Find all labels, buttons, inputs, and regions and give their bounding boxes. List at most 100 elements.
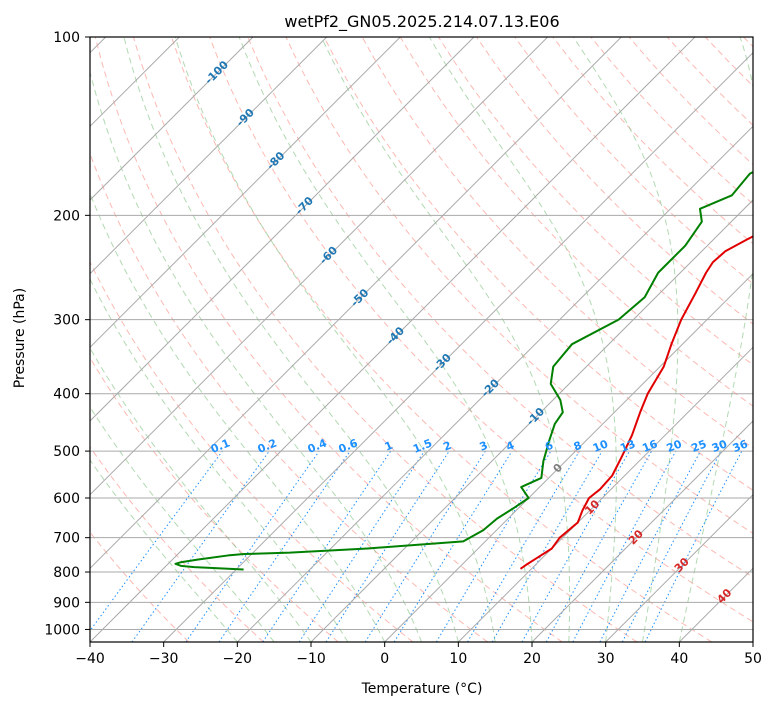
moist-adiabat-line: [320, 37, 571, 642]
mixing-ratio-label: 25: [689, 437, 708, 455]
moist-adiabat-line: [90, 70, 422, 642]
dry-adiabat-line: [743, 37, 753, 48]
x-tick-label: −30: [149, 651, 179, 667]
isotherm-line: [457, 346, 753, 642]
x-tick-label: 10: [449, 651, 467, 667]
x-tick-label: 50: [744, 651, 762, 667]
moist-adiabat-line: [90, 192, 386, 642]
mixing-ratio-labels: 0.1 0.2 0.4 0.6 1 1.5 2 3 4 6 8 10 13 16 20 25 30 36: [209, 436, 750, 455]
moist-adiabat-line: [174, 37, 496, 642]
plot-frame: [89, 36, 754, 643]
y-tick-label: 400: [53, 387, 80, 403]
x-tick-label: −20: [223, 651, 253, 667]
mixing-ratio-line: [599, 450, 701, 642]
mixing-ratio-label: 0.6: [337, 436, 360, 455]
dry-adiabat-line: [171, 37, 713, 642]
mixing-ratio-line: [325, 450, 450, 642]
dry-adiabat-line: [666, 37, 753, 126]
mixing-ratio-line: [435, 450, 552, 642]
mixing-ratio-label: 1: [383, 439, 395, 454]
mixing-ratio-label: 30: [710, 437, 729, 455]
isotherm-line: [310, 199, 753, 642]
moist-adiabat-line: [238, 37, 533, 642]
dry-adiabat-line: [552, 37, 753, 245]
temperature-profile-line: [519, 235, 753, 570]
y-tick-label: 100: [53, 30, 80, 46]
mixing-ratio-label: 10: [591, 437, 610, 455]
y-axis-ticks: 100 200 300 400 500 600 700 800 900 1000: [44, 30, 90, 638]
isotherm-line: [678, 567, 753, 642]
moist-adiabat-line: [678, 37, 753, 642]
mixing-ratio-line: [521, 450, 630, 642]
dry-adiabat-line: [438, 37, 753, 366]
y-tick-label: 200: [53, 208, 80, 224]
isotherm-line: [90, 37, 401, 349]
dry-adiabat-line: [514, 37, 753, 285]
dry-adiabat-line: [90, 356, 339, 642]
dry-adiabat-line: [90, 152, 488, 642]
y-axis-label: Pressure (hPa): [12, 288, 28, 388]
mixing-ratio-line: [644, 450, 743, 642]
moist-adiabat-line: [90, 278, 349, 642]
isotherm-line: [605, 493, 753, 642]
isotherm-line: [752, 641, 753, 642]
mixing-ratio-label: 0.4: [306, 436, 329, 455]
moist-adiabat-line: [123, 37, 459, 642]
y-tick-label: 600: [53, 491, 80, 507]
chart-title: wetPf2_GN05.2025.214.07.13.E06: [284, 12, 559, 32]
isotherm-line: [90, 37, 696, 642]
mixing-ratio-line: [90, 450, 223, 632]
dry-adiabat-line: [209, 37, 753, 623]
mixing-ratio-line: [218, 450, 351, 642]
mixing-ratio-label: 36: [731, 437, 750, 455]
isotherm-line: [163, 51, 753, 642]
mixing-ratio-label: 8: [572, 439, 584, 454]
mixing-ratio-line: [185, 450, 320, 642]
mixing-ratio-label: 0.1: [209, 437, 232, 456]
x-axis-label: Temperature (°C): [361, 681, 483, 697]
dry-adiabat-line: [590, 37, 753, 205]
dry-adiabat-line: [704, 37, 753, 87]
dewpoint-profile-line: [174, 171, 753, 571]
mixing-ratio-line: [298, 450, 425, 642]
x-tick-label: 20: [523, 651, 541, 667]
background-lines: [90, 37, 753, 642]
dry-adiabat-line: [90, 531, 190, 642]
isotherm-line: [90, 37, 549, 496]
x-tick-label: 40: [670, 651, 688, 667]
x-tick-label: 0: [380, 651, 389, 667]
y-tick-label: 500: [53, 444, 80, 460]
moist-adiabat-line: [428, 37, 617, 642]
isotherm-line: [531, 420, 753, 642]
dry-adiabat-line: [285, 37, 753, 535]
pressure-gridlines: [90, 37, 753, 630]
y-tick-label: 800: [53, 565, 80, 581]
moist-adiabat-line: [90, 347, 312, 642]
mixing-ratio-label: 2: [441, 439, 453, 454]
moist-adiabat-line: [90, 459, 238, 642]
profile-series: [174, 171, 753, 571]
dry-adiabat-line: [323, 37, 753, 491]
y-tick-label: 900: [53, 595, 80, 611]
dry-adiabat-line: [94, 37, 563, 642]
isotherm-line: [236, 125, 753, 642]
mixing-ratio-label: 20: [665, 437, 684, 455]
dry-adiabat-line: [90, 446, 264, 642]
isotherm-line: [384, 272, 753, 642]
mixing-ratio-label: 3: [478, 439, 490, 454]
dry-adiabat-line: [247, 37, 753, 578]
y-tick-label: 1000: [44, 622, 80, 638]
dry-adiabat-line: [476, 37, 753, 325]
y-tick-label: 300: [53, 313, 80, 329]
mixing-ratio-line: [467, 450, 580, 642]
dry-adiabat-line: [132, 37, 638, 642]
mixing-ratio-line: [393, 450, 513, 642]
x-tick-label: −40: [75, 651, 105, 667]
mixing-ratio-line: [131, 450, 270, 642]
moist-adiabat-line: [90, 406, 275, 642]
x-axis-ticks: −40 −30 −20 −10 0 10 20 30 40 50: [75, 642, 762, 667]
mixing-ratio-label: 16: [640, 437, 659, 455]
mixing-ratio-label: 13: [618, 437, 637, 455]
mixing-ratio-label: 1.5: [411, 437, 434, 456]
isotherm-line: [90, 37, 622, 570]
